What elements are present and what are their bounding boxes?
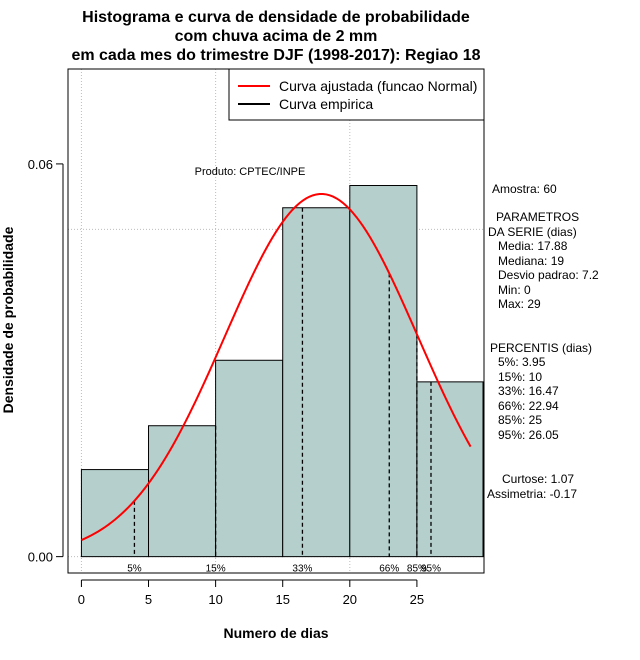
params-title-2: DA SERIE (dias) [488,225,577,239]
legend: Curva ajustada (funcao Normal) Curva emp… [228,68,485,121]
percentile-33: 33%: 16.47 [498,384,559,398]
percentile-66: 66%: 22.94 [498,399,559,413]
legend-empirical-label: Curva empirica [279,96,373,112]
x-tick-label-3: 15 [275,592,289,607]
percentile-label-2: 33% [292,564,312,575]
percentile-5: 5%: 3.95 [498,355,546,369]
skewness-value: Assimetria: -0.17 [487,487,577,501]
kurtosis-value: Curtose: 1.07 [502,472,574,486]
percentile-95: 95%: 26.05 [498,428,559,442]
median-value: Mediana: 19 [498,254,564,268]
x-tick-label-5: 25 [410,592,424,607]
product-annotation: Produto: CPTEC/INPE [195,166,306,178]
percentile-label-4: 85% [407,564,427,575]
x-tick-label-4: 20 [343,592,357,607]
percentile-lines: 5% 15% 33% 66% 85%95% [127,207,441,575]
max-value: Max: 29 [498,297,541,311]
percentile-label-5: 95% [421,564,441,575]
y-axis-label: Densidade de probabilidade [0,226,16,413]
chart-title-line-1: Histograma e curva de densidade de proba… [82,9,470,26]
min-value: Min: 0 [498,283,531,297]
histogram-bar-0 [80,469,150,558]
histogram-bar-5 [416,381,484,558]
params-title-1: PARAMETROS [496,210,579,224]
x-tick-label-1: 5 [145,592,152,607]
statistics-panel: Amostra: 60 PARAMETROS DA SERIE (dias) M… [487,182,599,501]
histogram-bar-1 [148,425,217,558]
normal-fit-curve [81,193,472,541]
histogram-bar-3 [282,207,351,558]
histogram-bars [80,185,484,558]
chart-title-line-2: com chuva acima de 2 mm [175,28,378,45]
legend-box [228,68,485,121]
legend-fit-label: Curva ajustada (funcao Normal) [279,78,477,94]
sample-size: Amostra: 60 [492,182,557,196]
x-tick-label-2: 10 [208,592,222,607]
percentiles-title: PERCENTIS (dias) [490,341,592,355]
x-axis-label: Numero de dias [223,625,328,641]
x-tick-label-0: 0 [78,592,85,607]
percentile-label-1: 15% [206,564,226,575]
mean-value: Media: 17.88 [498,239,568,253]
percentile-15: 15%: 10 [498,370,542,384]
y-tick-label-0: 0.00 [28,550,53,565]
chart-title-line-3: em cada mes do trimestre DJF (1998-2017)… [71,47,480,64]
y-axis: 0.00 0.06 [28,157,64,565]
histogram-bar-4 [349,185,418,558]
percentile-85: 85%: 25 [498,413,542,427]
percentile-label-0: 5% [127,564,142,575]
histogram-bar-2 [215,359,284,558]
std-dev-value: Desvio padrao: 7.2 [498,268,599,282]
percentile-label-3: 66% [379,564,399,575]
x-axis: 0 5 10 15 20 25 [78,579,424,607]
y-tick-label-1: 0.06 [28,157,53,172]
